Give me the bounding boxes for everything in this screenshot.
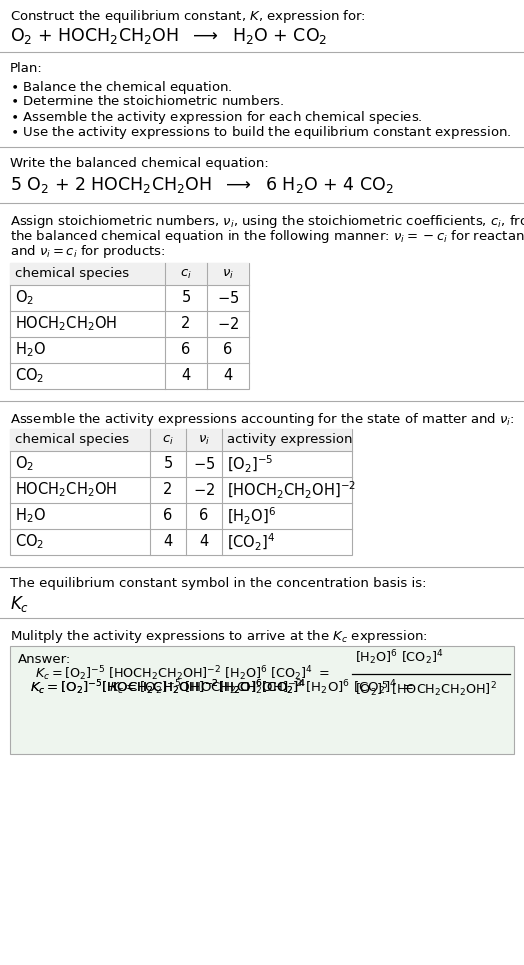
Text: $\mathrm{O_2}$: $\mathrm{O_2}$ <box>15 455 34 474</box>
Text: 6: 6 <box>181 343 191 357</box>
Text: $\nu_i$: $\nu_i$ <box>198 433 210 447</box>
Text: 5 O$_2$ + 2 HOCH$_2$CH$_2$OH  $\longrightarrow$  6 H$_2$O + 4 CO$_2$: 5 O$_2$ + 2 HOCH$_2$CH$_2$OH $\longright… <box>10 175 394 195</box>
Text: 2: 2 <box>181 317 191 332</box>
Text: $K_c = [\mathrm{O_2}]^{-5}[\mathrm{HOCH_2CH_2OH}]^{-2}[\mathrm{H_2O}]^{6}[\mathr: $K_c = [\mathrm{O_2}]^{-5}[\mathrm{HOCH_… <box>30 678 305 698</box>
Text: activity expression: activity expression <box>227 433 353 446</box>
Text: $[\mathrm{HOCH_2CH_2OH}]^{-2}$: $[\mathrm{HOCH_2CH_2OH}]^{-2}$ <box>227 480 356 501</box>
Text: $[\mathrm{H_2O}]^{6}\ [\mathrm{CO_2}]^{4}$: $[\mathrm{H_2O}]^{6}\ [\mathrm{CO_2}]^{4… <box>355 648 443 668</box>
Text: $K_c$: $K_c$ <box>10 594 29 614</box>
Text: Write the balanced chemical equation:: Write the balanced chemical equation: <box>10 157 269 170</box>
Text: 4: 4 <box>181 369 191 383</box>
Text: H$_2$O: H$_2$O <box>15 507 46 525</box>
Text: Assemble the activity expressions accounting for the state of matter and $\nu_i$: Assemble the activity expressions accoun… <box>10 411 515 428</box>
Text: $\mathrm{O_2}$: $\mathrm{O_2}$ <box>15 289 34 307</box>
Text: $\bullet$ Determine the stoichiometric numbers.: $\bullet$ Determine the stoichiometric n… <box>10 94 285 108</box>
Text: 5: 5 <box>181 290 191 306</box>
Text: $[\mathrm{CO_2}]^{4}$: $[\mathrm{CO_2}]^{4}$ <box>227 532 275 553</box>
Text: $\mathrm{O_2}$ + HOCH$_2$CH$_2$OH  $\longrightarrow$  H$_2$O + CO$_2$: $\mathrm{O_2}$ + HOCH$_2$CH$_2$OH $\long… <box>10 26 328 46</box>
Text: 5: 5 <box>163 456 172 472</box>
Text: chemical species: chemical species <box>15 267 129 280</box>
Text: The equilibrium constant symbol in the concentration basis is:: The equilibrium constant symbol in the c… <box>10 577 427 590</box>
Text: Assign stoichiometric numbers, $\nu_i$, using the stoichiometric coefficients, $: Assign stoichiometric numbers, $\nu_i$, … <box>10 213 524 230</box>
Text: $\nu_i$: $\nu_i$ <box>222 267 234 281</box>
Text: CO$_2$: CO$_2$ <box>15 533 44 551</box>
Text: 6: 6 <box>223 343 233 357</box>
Text: $-2$: $-2$ <box>217 316 239 332</box>
Text: $c_i$: $c_i$ <box>162 433 174 447</box>
Text: 6: 6 <box>163 509 172 523</box>
Bar <box>10 429 352 451</box>
Text: CO$_2$: CO$_2$ <box>15 367 44 385</box>
Text: $[\mathrm{H_2O}]^{6}$: $[\mathrm{H_2O}]^{6}$ <box>227 506 276 527</box>
Text: $\bullet$ Balance the chemical equation.: $\bullet$ Balance the chemical equation. <box>10 79 233 96</box>
Bar <box>10 263 249 389</box>
Text: HOCH$_2$CH$_2$OH: HOCH$_2$CH$_2$OH <box>15 481 117 499</box>
Bar <box>10 646 514 754</box>
Text: 4: 4 <box>199 535 209 549</box>
Text: $c_i$: $c_i$ <box>180 267 192 281</box>
Text: $-2$: $-2$ <box>193 482 215 498</box>
Bar <box>10 263 249 285</box>
Text: $K_c = [\mathrm{O_2}]^{-5}[\mathrm{HOCH_2CH_2OH}]^{-2}[\mathrm{H_2O}]^{6}[\mathr: $K_c = [\mathrm{O_2}]^{-5}[\mathrm{HOCH_… <box>30 678 305 698</box>
Text: chemical species: chemical species <box>15 433 129 446</box>
Text: Construct the equilibrium constant, $K$, expression for:: Construct the equilibrium constant, $K$,… <box>10 8 366 25</box>
Text: the balanced chemical equation in the following manner: $\nu_i = -c_i$ for react: the balanced chemical equation in the fo… <box>10 228 524 245</box>
Text: $K_c = [\mathrm{O_2}]^{-5}\ [\mathrm{HOCH_2CH_2OH}]^{-2}\ [\mathrm{H_2O}]^{6}\ [: $K_c = [\mathrm{O_2}]^{-5}\ [\mathrm{HOC… <box>35 665 330 683</box>
Text: $\bullet$ Use the activity expressions to build the equilibrium constant express: $\bullet$ Use the activity expressions t… <box>10 124 511 141</box>
Text: 2: 2 <box>163 482 173 498</box>
Text: and $\nu_i = c_i$ for products:: and $\nu_i = c_i$ for products: <box>10 243 166 260</box>
Text: 4: 4 <box>223 369 233 383</box>
Text: $[\mathrm{O_2}]^{5}\ [\mathrm{HOCH_2CH_2OH}]^{2}$: $[\mathrm{O_2}]^{5}\ [\mathrm{HOCH_2CH_2… <box>355 680 497 700</box>
Text: 4: 4 <box>163 535 172 549</box>
Text: H$_2$O: H$_2$O <box>15 341 46 359</box>
Text: Mulitply the activity expressions to arrive at the $K_c$ expression:: Mulitply the activity expressions to arr… <box>10 628 428 645</box>
Text: 6: 6 <box>199 509 209 523</box>
Text: Plan:: Plan: <box>10 62 43 75</box>
Text: HOCH$_2$CH$_2$OH: HOCH$_2$CH$_2$OH <box>15 315 117 333</box>
Text: Answer:: Answer: <box>18 653 71 666</box>
Bar <box>10 429 352 555</box>
Text: $K_c = [\mathrm{O_2}]^{-5}$ $[\mathrm{HOCH_2CH_2OH}]^{-2}$ $[\mathrm{H_2O}]^{6}$: $K_c = [\mathrm{O_2}]^{-5}$ $[\mathrm{HO… <box>110 678 414 698</box>
Text: $[\mathrm{O_2}]^{-5}$: $[\mathrm{O_2}]^{-5}$ <box>227 454 274 475</box>
Text: $-5$: $-5$ <box>217 290 239 306</box>
Text: $-5$: $-5$ <box>193 456 215 472</box>
Text: $\bullet$ Assemble the activity expression for each chemical species.: $\bullet$ Assemble the activity expressi… <box>10 109 423 126</box>
